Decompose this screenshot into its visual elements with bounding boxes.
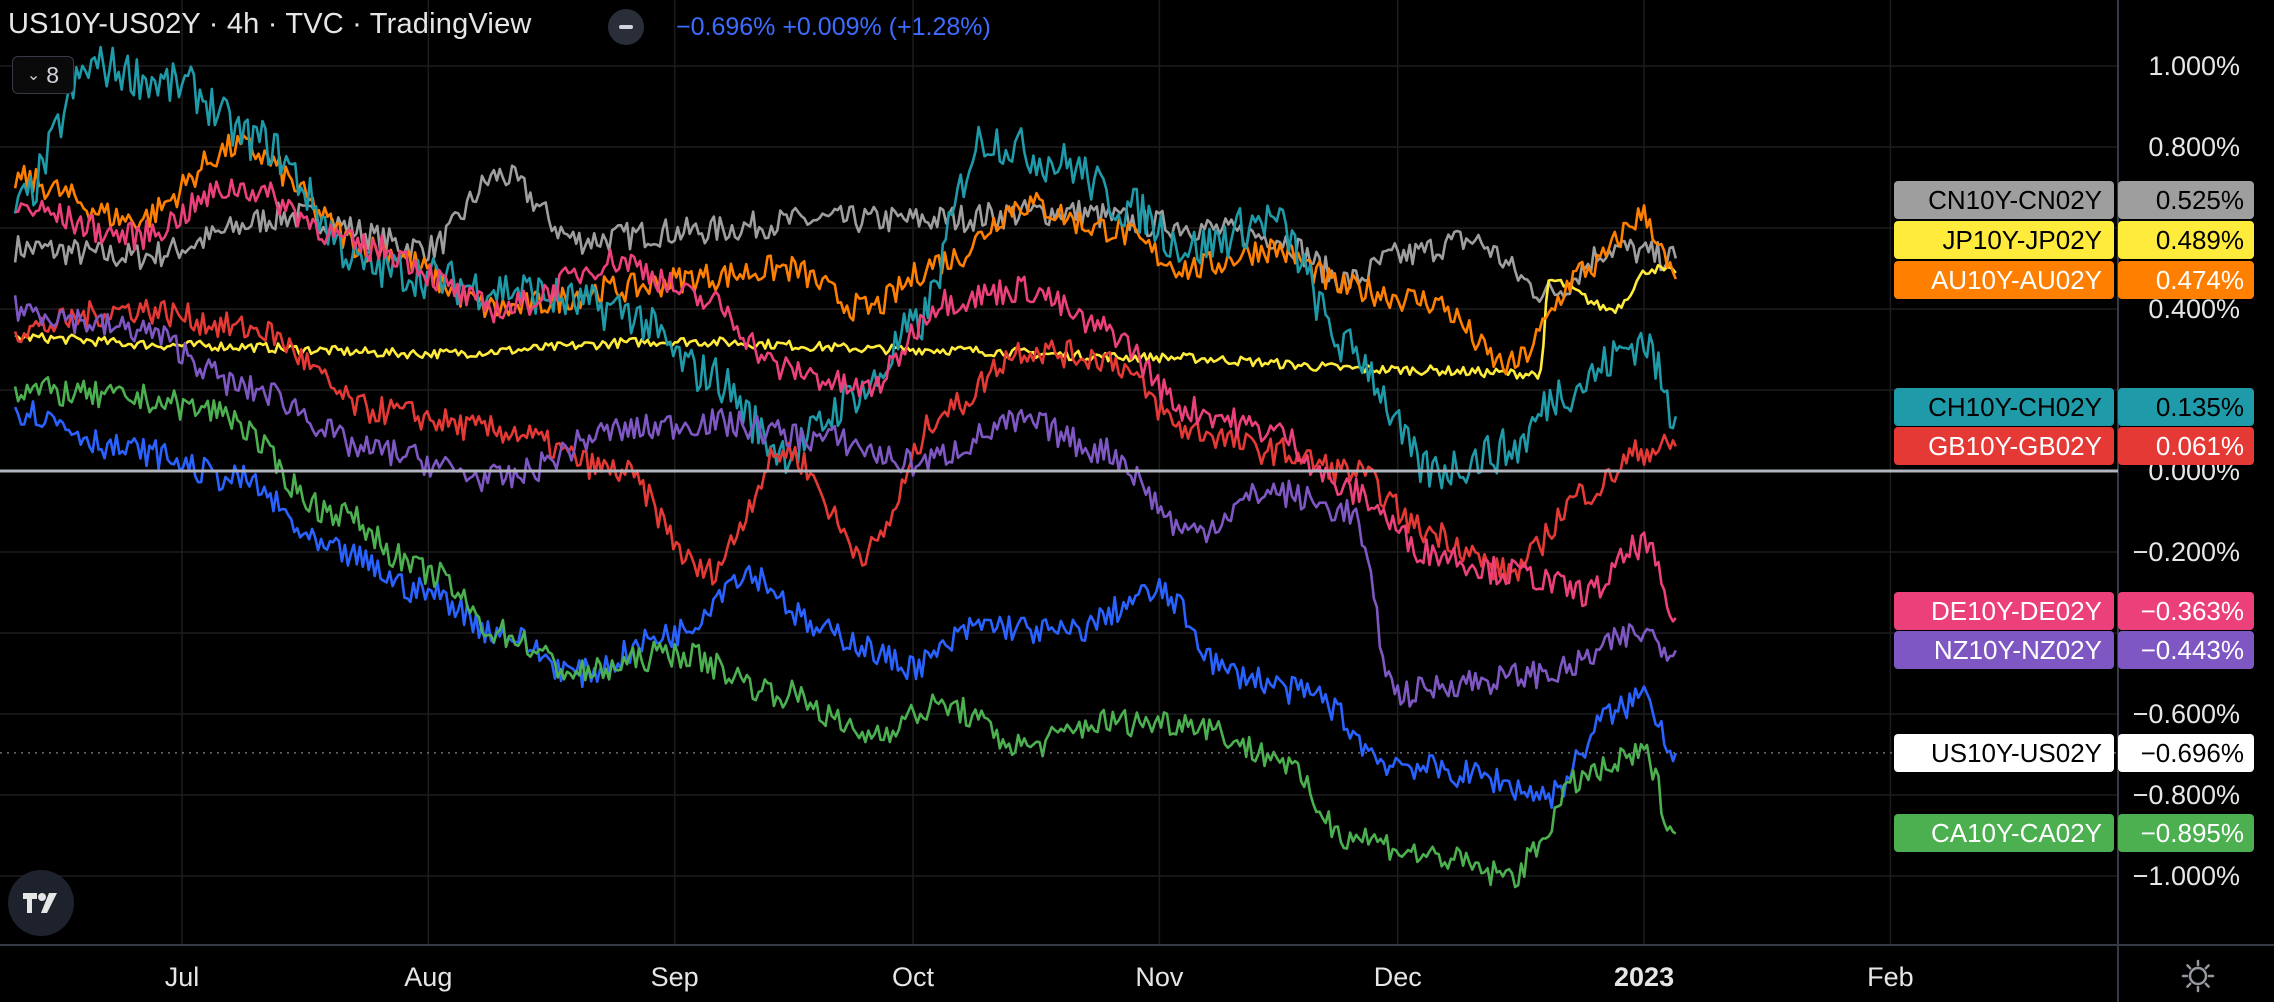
series-name-text: CN10Y-CN02Y	[1928, 185, 2102, 215]
settings-gear-icon[interactable]	[2180, 958, 2216, 994]
chart-title: US10Y-US02Y · 4h · TVC · TradingView	[8, 8, 532, 40]
series-name-tag	[1894, 427, 2114, 465]
series-value-tag	[2118, 181, 2254, 219]
series-name-text: NZ10Y-NZ02Y	[1934, 635, 2102, 665]
time-scale-labels: Jul Aug Sep Oct Nov Dec 2023 Feb	[165, 962, 1914, 992]
series-value-tag	[2118, 261, 2254, 299]
series-name-text: DE10Y-DE02Y	[1931, 596, 2102, 626]
time-tick-label: Oct	[892, 962, 935, 992]
series-name-tag	[1894, 814, 2114, 852]
series-value-text: 0.525%	[2156, 185, 2244, 215]
price-tick-label: −0.200%	[2133, 537, 2240, 567]
series-value-text: 0.061%	[2156, 431, 2244, 461]
series-name-text: JP10Y-JP02Y	[1943, 225, 2102, 255]
series-name-tag	[1894, 631, 2114, 669]
indicators-toggle-button[interactable]: ⌄ 8	[12, 56, 74, 94]
time-tick-label: Feb	[1867, 962, 1914, 992]
price-tick-label: −1.000%	[2133, 861, 2240, 891]
series-value-text: 0.489%	[2156, 225, 2244, 255]
series-value-tag	[2118, 814, 2254, 852]
series-value-tag	[2118, 221, 2254, 259]
time-tick-label: Sep	[651, 962, 699, 992]
price-tick-label: −0.800%	[2133, 780, 2240, 810]
time-tick-label: Aug	[404, 962, 452, 992]
series-value-text: 0.135%	[2156, 392, 2244, 422]
tradingview-logo[interactable]	[8, 870, 74, 936]
series-line-ch10y-ch02y	[13, 45, 1678, 490]
series-name-tag	[1894, 221, 2114, 259]
series-name-tag	[1894, 261, 2114, 299]
series-value-tag	[2118, 592, 2254, 630]
series-line-au10y-au02y	[13, 133, 1677, 376]
series-name-text: CA10Y-CA02Y	[1931, 818, 2102, 848]
series-line-cn10y-cn02y	[13, 164, 1678, 303]
series-name-tag	[1894, 388, 2114, 426]
series-line-gb10y-gb02y	[13, 298, 1677, 586]
series-value-text: −0.696%	[2141, 738, 2244, 768]
series-name-text: US10Y-US02Y	[1931, 738, 2102, 768]
series-name-tag	[1894, 734, 2114, 772]
series-line-de10y-de02y	[15, 178, 1677, 623]
time-tick-label: 2023	[1614, 962, 1674, 992]
header-values: −0.696% +0.009% (+1.28%)	[676, 13, 991, 41]
series-tags: CN10Y-CN02Y 0.525% JP10Y-JP02Y 0.489% AU10Y-…	[1894, 181, 2254, 852]
time-tick-label: Nov	[1135, 962, 1184, 992]
series-value-text: 0.474%	[2156, 265, 2244, 295]
series-name-tag	[1894, 181, 2114, 219]
series-name-text: CH10Y-CH02Y	[1928, 392, 2102, 422]
price-tick-label: 0.800%	[2148, 132, 2240, 162]
series-value-tag	[2118, 734, 2254, 772]
price-tick-label: 1.000%	[2148, 51, 2240, 81]
series-lines	[0, 45, 2118, 889]
indicator-count: 8	[46, 61, 60, 88]
time-tick-label: Jul	[165, 962, 200, 992]
series-value-text: −0.895%	[2141, 818, 2244, 848]
series-name-tag	[1894, 592, 2114, 630]
series-value-tag	[2118, 388, 2254, 426]
series-value-text: −0.443%	[2141, 635, 2244, 665]
series-value-tag	[2118, 631, 2254, 669]
time-tick-label: Dec	[1374, 962, 1422, 992]
series-line-us10y-us02y	[13, 400, 1678, 809]
series-name-text: AU10Y-AU02Y	[1931, 265, 2102, 295]
series-line-ca10y-ca02y	[13, 376, 1677, 889]
series-value-tag	[2118, 427, 2254, 465]
series-line-nz10y-nz02y	[13, 295, 1677, 708]
series-line-jp10y-jp02y	[14, 264, 1677, 380]
series-value-text: −0.363%	[2141, 596, 2244, 626]
series-name-text: GB10Y-GB02Y	[1928, 431, 2102, 461]
chevron-down-icon: ⌄	[26, 67, 41, 84]
hide-indicators-icon[interactable]	[608, 9, 644, 45]
price-tick-label: −0.600%	[2133, 699, 2240, 729]
